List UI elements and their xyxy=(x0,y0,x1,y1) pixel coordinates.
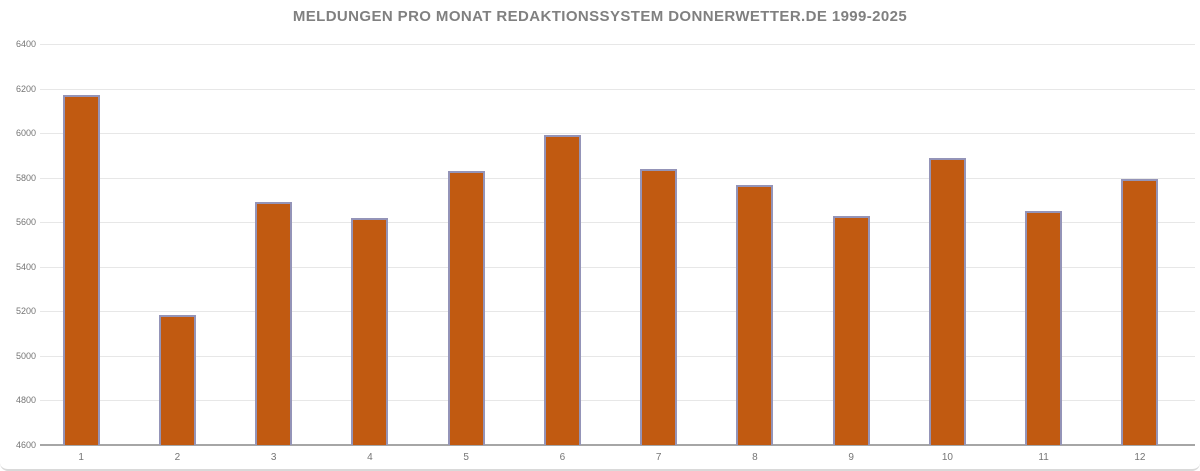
bar-month-10 xyxy=(928,157,966,445)
bar-month-5 xyxy=(447,170,485,445)
bar-month-8 xyxy=(736,185,774,445)
y-axis-label-5200: 5200 xyxy=(15,306,36,317)
x-axis-label-9: 9 xyxy=(848,452,854,463)
x-axis-label-12: 12 xyxy=(1134,452,1146,463)
gridline-5400 xyxy=(40,266,1195,268)
bar-month-12 xyxy=(1121,178,1159,445)
bar-month-4 xyxy=(351,217,389,445)
y-axis-label-6000: 6000 xyxy=(15,128,36,139)
y-axis-label-6200: 6200 xyxy=(15,83,36,94)
x-axis-label-10: 10 xyxy=(941,452,953,463)
y-axis-label-5600: 5600 xyxy=(15,217,36,228)
gridline-6000 xyxy=(40,133,1195,135)
bar-month-2 xyxy=(158,314,196,445)
gridline-6400 xyxy=(40,44,1195,45)
y-axis-label-5000: 5000 xyxy=(15,350,36,361)
x-axis-label-3: 3 xyxy=(270,452,277,463)
x-axis-label-5: 5 xyxy=(463,452,469,463)
x-axis-label-2: 2 xyxy=(174,452,181,463)
x-axis-label-11: 11 xyxy=(1038,452,1049,463)
bar-month-9 xyxy=(832,215,870,445)
x-axis-label-1: 1 xyxy=(78,452,84,463)
gridline-5200 xyxy=(40,311,1195,313)
bar-month-3 xyxy=(255,202,293,445)
gridline-5000 xyxy=(40,355,1195,357)
y-axis-label-4600: 4600 xyxy=(15,440,36,450)
chart-title: MELDUNGEN PRO MONAT REDAKTIONSSYSTEM DON… xyxy=(292,8,908,25)
y-axis-label-4800: 4800 xyxy=(15,395,36,406)
x-axis-label-6: 6 xyxy=(559,452,566,463)
bar-month-1 xyxy=(62,95,100,445)
x-axis-baseline xyxy=(40,444,1195,446)
x-axis-label-4: 4 xyxy=(367,452,373,463)
gridline-5800 xyxy=(40,177,1195,179)
bar-month-7 xyxy=(640,168,678,445)
bar-month-6 xyxy=(543,135,581,445)
x-axis-label-7: 7 xyxy=(655,452,662,463)
gridline-6200 xyxy=(40,88,1195,90)
y-axis-label-5400: 5400 xyxy=(15,261,36,272)
gridline-4800 xyxy=(40,400,1195,402)
y-axis-label-6400: 6400 xyxy=(15,39,36,49)
gridline-5600 xyxy=(40,222,1195,224)
x-axis-label-8: 8 xyxy=(752,452,758,463)
bar-month-11 xyxy=(1025,211,1063,445)
y-axis-label-5800: 5800 xyxy=(15,172,36,183)
